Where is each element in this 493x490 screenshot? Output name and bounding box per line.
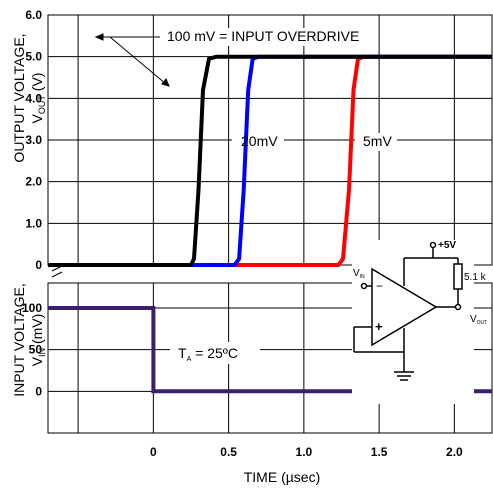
svg-text:INPUT VOLTAGE,: INPUT VOLTAGE, (11, 283, 27, 397)
output-y-axis-label: OUTPUT VOLTAGE, VOUT (V) (11, 33, 47, 162)
output-series (48, 54, 492, 267)
output-y-tick-label: 1.0 (25, 216, 42, 230)
label-mask (170, 342, 260, 364)
temperature-label: TA = 25ºC (178, 345, 238, 363)
output-series-line (191, 54, 492, 267)
output-y-tick-label: 5.0 (25, 50, 42, 64)
output-y-tick-label: 2.0 (25, 175, 42, 189)
label-mask (160, 28, 378, 46)
output-series-line (234, 54, 492, 267)
label-mask (355, 133, 397, 151)
input-y-tick-label: 100 (22, 301, 42, 315)
vout-label: VOUT (470, 314, 487, 326)
x-axis-label: TIME (µsec) (244, 469, 321, 485)
resistor-label: 5.1 k (464, 272, 487, 283)
label-masks (160, 28, 397, 364)
tick-labels: 0 1.0 2.0 3.0 4.0 5.0 6.0 0 50 100 0 0.5 1.0 1.5 2.0 (22, 8, 463, 459)
input-y-axis-label: INPUT VOLTAGE, VIN (mV) (11, 283, 47, 397)
opamp-symbol (371, 267, 438, 347)
output-y-tick-label: 6.0 (25, 8, 42, 22)
supply-label: +5V (438, 240, 456, 251)
overdrive-arrows (94, 33, 170, 87)
x-tick-label: 1.5 (371, 445, 388, 459)
label-5mv: 5mV (363, 133, 392, 149)
axis-break-mark (51, 265, 63, 278)
output-y-tick-label: 0 (35, 258, 42, 272)
input-y-tick-label: 0 (35, 384, 42, 398)
x-tick-label: 0.5 (220, 445, 237, 459)
opamp-plus-sign: + (375, 319, 383, 334)
input-y-tick-label: 50 (29, 343, 43, 357)
opamp-minus-sign: − (376, 279, 383, 293)
label-20mv: 20mV (241, 133, 278, 149)
x-tick-label: 1.0 (296, 445, 313, 459)
svg-text:VIN (mV): VIN (mV) (29, 314, 47, 367)
comparator-circuit (352, 240, 474, 404)
x-tick-label: 0 (150, 445, 157, 459)
input-series-line (48, 306, 492, 394)
input-series (48, 306, 492, 394)
output-y-tick-label: 4.0 (25, 91, 42, 105)
x-tick-label: 2.0 (446, 445, 463, 459)
overdrive-label: 100 mV = INPUT OVERDRIVE (167, 28, 359, 44)
output-series-line (48, 54, 492, 267)
output-y-tick-label: 3.0 (25, 133, 42, 147)
svg-text:VOUT (V): VOUT (V) (29, 73, 47, 124)
svg-text:OUTPUT VOLTAGE,: OUTPUT VOLTAGE, (11, 33, 27, 162)
vin-label: VIN (353, 268, 365, 280)
